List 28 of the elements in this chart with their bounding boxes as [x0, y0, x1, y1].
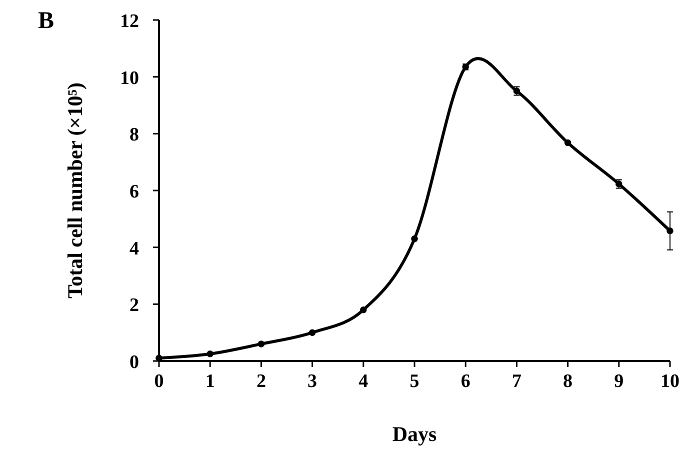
x-axis-title: Days: [392, 422, 437, 446]
point: [666, 227, 674, 234]
x-tick-label: 5: [410, 371, 420, 392]
x-tick-label: 2: [256, 371, 266, 392]
x-tick-label: 3: [308, 371, 318, 392]
y-tick-label: 4: [130, 238, 140, 260]
point: [308, 329, 316, 336]
x-tick-label: 8: [563, 371, 573, 392]
y-tick-label: 10: [120, 68, 139, 89]
y-tick-label: 0: [130, 352, 139, 373]
x-tick-label: 10: [660, 371, 680, 392]
text: B: [38, 8, 54, 34]
y-tick-label: 12: [120, 11, 139, 32]
y-tick-label: 2: [130, 295, 139, 316]
x-tick-label: 7: [512, 371, 522, 392]
point: [564, 139, 572, 146]
y-axis-title: Total cell number (×10⁵): [63, 82, 87, 299]
point: [258, 340, 265, 348]
point: [360, 306, 367, 314]
y-tick-label: 6: [130, 182, 139, 202]
x-tick-label: 1: [205, 371, 215, 392]
x-tick-label: 4: [358, 371, 369, 392]
x-tick-label: 9: [614, 371, 624, 392]
y-tick-label: 8: [130, 124, 139, 146]
point: [411, 235, 418, 242]
x-tick-label: 6: [460, 371, 470, 392]
point: [206, 350, 214, 358]
x-tick-label: 0: [154, 371, 164, 392]
